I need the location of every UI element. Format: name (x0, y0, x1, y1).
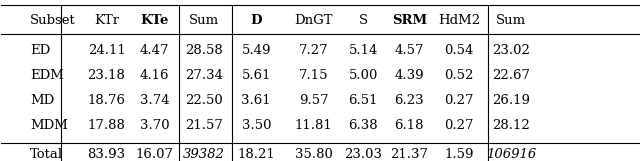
Text: 83.93: 83.93 (88, 148, 125, 161)
Text: 21.57: 21.57 (185, 119, 223, 132)
Text: 22.67: 22.67 (492, 69, 530, 82)
Text: S: S (359, 14, 368, 27)
Text: 22.50: 22.50 (185, 94, 223, 107)
Text: 24.11: 24.11 (88, 44, 125, 57)
Text: Sum: Sum (189, 14, 219, 27)
Text: 3.74: 3.74 (140, 94, 169, 107)
Text: 0.54: 0.54 (444, 44, 474, 57)
Text: 17.88: 17.88 (88, 119, 125, 132)
Text: Sum: Sum (496, 14, 526, 27)
Text: 5.49: 5.49 (241, 44, 271, 57)
Text: 4.39: 4.39 (394, 69, 424, 82)
Text: 3.50: 3.50 (241, 119, 271, 132)
Text: 26.19: 26.19 (492, 94, 530, 107)
Text: 1.59: 1.59 (444, 148, 474, 161)
Text: EDM: EDM (30, 69, 64, 82)
Text: 6.18: 6.18 (394, 119, 424, 132)
Text: MD: MD (30, 94, 54, 107)
Text: 7.27: 7.27 (299, 44, 328, 57)
Text: KTe: KTe (140, 14, 168, 27)
Text: 0.27: 0.27 (444, 94, 474, 107)
Text: DnGT: DnGT (294, 14, 333, 27)
Text: 7.15: 7.15 (299, 69, 328, 82)
Text: 21.37: 21.37 (390, 148, 428, 161)
Text: 23.02: 23.02 (492, 44, 530, 57)
Text: 27.34: 27.34 (185, 69, 223, 82)
Text: 28.58: 28.58 (185, 44, 223, 57)
Text: 4.57: 4.57 (394, 44, 424, 57)
Text: 3.70: 3.70 (140, 119, 169, 132)
Text: MDM: MDM (30, 119, 68, 132)
Text: 5.14: 5.14 (349, 44, 378, 57)
Text: 23.03: 23.03 (344, 148, 382, 161)
Text: 6.23: 6.23 (394, 94, 424, 107)
Text: 16.07: 16.07 (135, 148, 173, 161)
Text: 23.18: 23.18 (88, 69, 125, 82)
Text: 106916: 106916 (486, 148, 536, 161)
Text: 9.57: 9.57 (299, 94, 328, 107)
Text: 35.80: 35.80 (294, 148, 333, 161)
Text: Total: Total (30, 148, 63, 161)
Text: 11.81: 11.81 (295, 119, 333, 132)
Text: 28.12: 28.12 (492, 119, 530, 132)
Text: D: D (250, 14, 262, 27)
Text: 39382: 39382 (183, 148, 225, 161)
Text: 0.27: 0.27 (444, 119, 474, 132)
Text: 6.51: 6.51 (349, 94, 378, 107)
Text: HdM2: HdM2 (438, 14, 480, 27)
Text: 18.21: 18.21 (237, 148, 275, 161)
Text: 0.52: 0.52 (444, 69, 474, 82)
Text: 5.61: 5.61 (241, 69, 271, 82)
Text: Subset: Subset (30, 14, 76, 27)
Text: ED: ED (30, 44, 51, 57)
Text: SRM: SRM (392, 14, 427, 27)
Text: 5.00: 5.00 (349, 69, 378, 82)
Text: 4.16: 4.16 (140, 69, 169, 82)
Text: 3.61: 3.61 (241, 94, 271, 107)
Text: 6.38: 6.38 (349, 119, 378, 132)
Text: KTr: KTr (94, 14, 119, 27)
Text: 4.47: 4.47 (140, 44, 169, 57)
Text: 18.76: 18.76 (88, 94, 125, 107)
